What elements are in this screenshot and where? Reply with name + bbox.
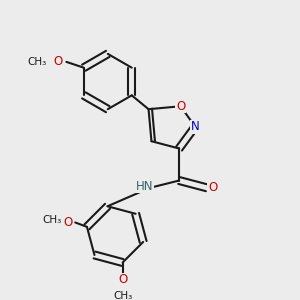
Text: CH₃: CH₃: [42, 214, 62, 225]
Text: CH₃: CH₃: [113, 291, 132, 300]
Text: HN: HN: [135, 180, 153, 193]
Text: O: O: [176, 100, 185, 113]
Text: O: O: [63, 216, 73, 229]
Text: O: O: [208, 181, 217, 194]
Text: O: O: [53, 56, 62, 68]
Text: CH₃: CH₃: [28, 57, 47, 67]
Text: O: O: [118, 274, 127, 286]
Text: N: N: [191, 120, 200, 133]
